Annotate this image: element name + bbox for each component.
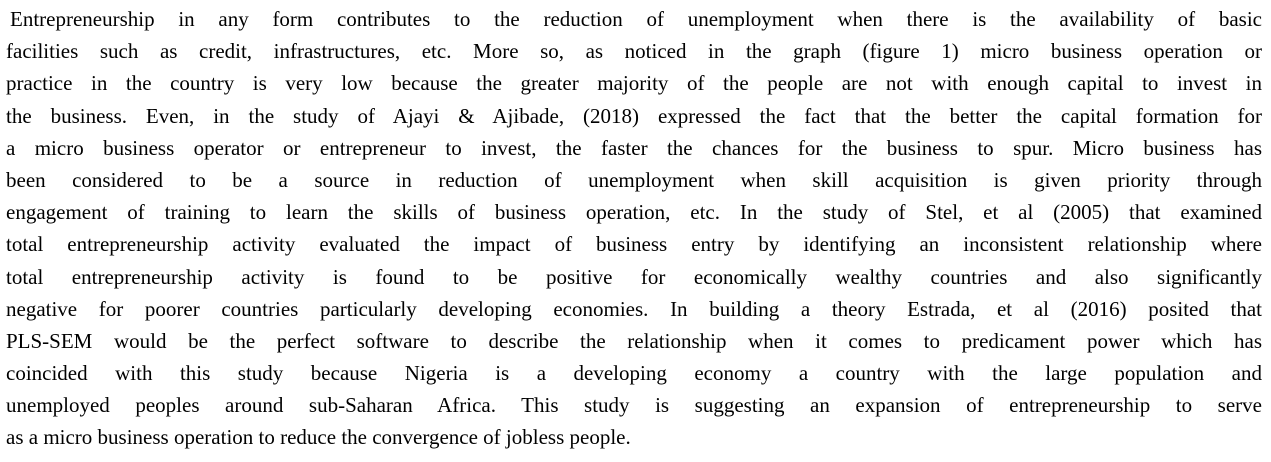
text-line: total entrepreneurship activity is found… — [6, 264, 1262, 289]
text-line: as a micro business operation to reduce … — [6, 425, 631, 450]
text-line: a micro business operator or entrepreneu… — [6, 135, 1262, 160]
paragraph: Entrepreneurship in any form contributes… — [6, 3, 1262, 454]
text-line: coincided with this study because Nigeri… — [6, 361, 1262, 386]
text-line: the business. Even, in the study of Ajay… — [6, 103, 1262, 128]
text-line: negative for poorer countries particular… — [6, 296, 1262, 321]
text-line: been considered to be a source in reduct… — [6, 167, 1262, 192]
text-line: practice in the country is very low beca… — [6, 71, 1262, 96]
text-line: PLS-SEM would be the perfect software to… — [6, 328, 1262, 353]
text-line: total entrepreneurship activity evaluate… — [6, 232, 1262, 257]
text-line: engagement of training to learn the skil… — [6, 200, 1262, 225]
text-line: Entrepreneurship in any form contributes… — [10, 7, 1262, 31]
text-line: facilities such as credit, infrastructur… — [6, 39, 1262, 64]
text-line: unemployed peoples around sub-Saharan Af… — [6, 393, 1262, 418]
